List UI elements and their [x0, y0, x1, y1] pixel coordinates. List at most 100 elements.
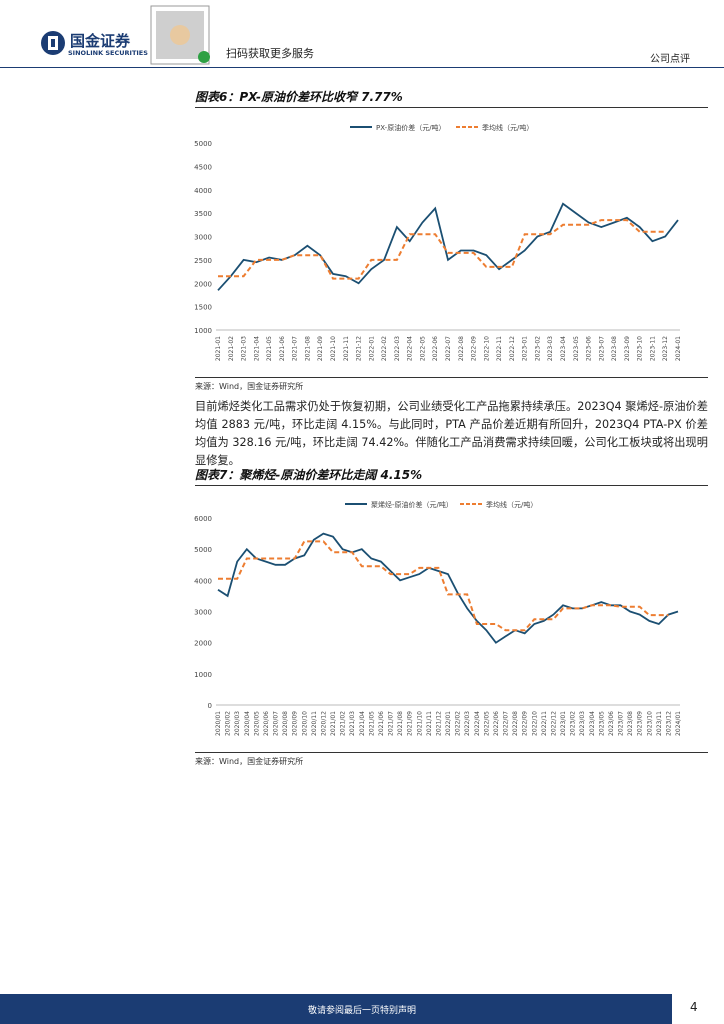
x-tick-label: 2023/11	[656, 711, 663, 736]
x-tick-label: 2022-10	[483, 336, 490, 361]
x-tick-label: 2022-04	[407, 336, 414, 361]
x-tick-label: 2023/01	[560, 711, 567, 736]
x-tick-label: 2020/08	[282, 711, 289, 736]
x-tick-label: 2022/01	[445, 711, 452, 736]
y-tick-label: 1500	[194, 304, 212, 312]
x-tick-label: 2022-09	[471, 336, 478, 361]
paragraph: 目前烯烃类化工品需求仍处于恢复初期，公司业绩受化工产品拖累持续承压。2023Q4…	[195, 400, 708, 467]
x-tick-label: 2021/10	[416, 711, 423, 736]
x-tick-label: 2023-03	[547, 336, 554, 361]
y-tick-label: 0	[208, 702, 212, 710]
y-tick-label: 4000	[194, 187, 212, 195]
logo-icon	[41, 31, 65, 55]
x-tick-label: 2022/10	[531, 711, 538, 736]
x-tick-label: 2023-08	[611, 336, 618, 361]
x-tick-label: 2022/06	[493, 711, 500, 736]
x-tick-label: 2022-07	[445, 336, 452, 361]
x-tick-label: 2023-12	[662, 336, 669, 361]
x-tick-label: 2022-01	[368, 336, 375, 361]
series-line	[218, 219, 666, 280]
x-tick-label: 2021/03	[349, 711, 356, 736]
x-tick-label: 2023-06	[586, 336, 593, 361]
series-line	[217, 532, 679, 644]
x-tick-label: 2022/05	[483, 711, 490, 736]
y-tick-label: 2000	[194, 280, 212, 288]
x-tick-label: 2020/12	[320, 711, 327, 736]
x-tick-label: 2022/03	[464, 711, 471, 736]
x-tick-label: 2021-10	[330, 336, 337, 361]
x-tick-label: 2020/11	[311, 711, 318, 736]
y-tick-label: 3500	[194, 210, 212, 218]
x-tick-label: 2021/12	[435, 711, 442, 736]
x-tick-label: 2021-08	[304, 336, 311, 361]
x-tick-label: 2021-01	[215, 336, 222, 361]
x-tick-label: 2021-09	[317, 336, 324, 361]
x-tick-label: 2021-12	[356, 336, 363, 361]
x-tick-label: 2021-02	[228, 336, 235, 361]
x-tick-label: 2023/04	[589, 711, 596, 736]
qr-code	[150, 5, 210, 65]
x-tick-label: 2020/02	[225, 711, 232, 736]
x-tick-label: 2021/02	[340, 711, 347, 736]
x-tick-label: 2023-04	[560, 336, 567, 361]
footer-bar	[0, 994, 724, 1024]
y-tick-label: 3000	[194, 234, 212, 242]
x-tick-label: 2021/07	[388, 711, 395, 736]
x-tick-label: 2024-01	[675, 336, 682, 361]
page-box	[672, 994, 724, 1024]
x-tick-label: 2023/08	[627, 711, 634, 736]
figure-title: 图表6：PX-原油价差环比收窄 7.77%	[195, 90, 403, 104]
x-tick-label: 2022-03	[394, 336, 401, 361]
x-tick-label: 2023-01	[522, 336, 529, 361]
qr-caption: 扫码获取更多服务	[226, 47, 314, 60]
figure-source: 来源：Wind，国金证券研究所	[195, 382, 304, 391]
x-tick-label: 2022-08	[458, 336, 465, 361]
x-tick-label: 2020/06	[263, 711, 270, 736]
section-label: 公司点评	[650, 54, 690, 65]
x-tick-label: 2023/03	[579, 711, 586, 736]
x-tick-label: 2020/04	[244, 711, 251, 736]
series-line	[217, 202, 679, 291]
figure-rule	[195, 485, 708, 486]
x-tick-label: 2021-03	[241, 336, 248, 361]
x-tick-label: 2023-11	[649, 336, 656, 361]
x-tick-label: 2022-06	[432, 336, 439, 361]
x-tick-label: 2022/07	[503, 711, 510, 736]
x-tick-label: 2021/09	[407, 711, 414, 736]
page-number: 4	[690, 1000, 698, 1014]
legend-label: 季均线（元/吨）	[482, 123, 533, 132]
x-tick-label: 2022/09	[522, 711, 529, 736]
x-tick-label: 2021/01	[330, 711, 337, 736]
y-tick-label: 4000	[194, 577, 212, 585]
x-tick-label: 2022/08	[512, 711, 519, 736]
brand-en: SINOLINK SECURITIES	[68, 49, 148, 57]
x-tick-label: 2020/07	[273, 711, 280, 736]
x-tick-label: 2022/04	[474, 711, 481, 736]
x-tick-label: 2021/06	[378, 711, 385, 736]
x-tick-label: 2020/10	[301, 711, 308, 736]
x-tick-label: 2020/03	[234, 711, 241, 736]
y-tick-label: 5000	[194, 140, 212, 148]
y-tick-label: 6000	[194, 515, 212, 523]
y-tick-label: 3000	[194, 609, 212, 617]
figure-source: 来源：Wind，国金证券研究所	[195, 757, 304, 766]
x-tick-label: 2021-06	[279, 336, 286, 361]
charts: 1000 1500 2000 2500 3000 3500 4000 4500 5000 2021…	[194, 123, 682, 736]
x-tick-label: 2020/01	[215, 711, 222, 736]
x-tick-label: 2021/04	[359, 711, 366, 736]
figure-rule	[195, 377, 708, 378]
x-tick-label: 2022/02	[455, 711, 462, 736]
x-tick-label: 2023/06	[608, 711, 615, 736]
x-tick-label: 2022-02	[381, 336, 388, 361]
x-tick-label: 2023/10	[646, 711, 653, 736]
x-tick-label: 2021-07	[292, 336, 299, 361]
x-tick-label: 2023-07	[598, 336, 605, 361]
x-tick-label: 2022-11	[496, 336, 503, 361]
x-tick-label: 2023-05	[573, 336, 580, 361]
x-tick-label: 2020/09	[292, 711, 299, 736]
y-tick-label: 4500	[194, 163, 212, 171]
x-tick-label: 2023-09	[624, 336, 631, 361]
x-tick-label: 2021/05	[368, 711, 375, 736]
x-tick-label: 2022/12	[550, 711, 557, 736]
